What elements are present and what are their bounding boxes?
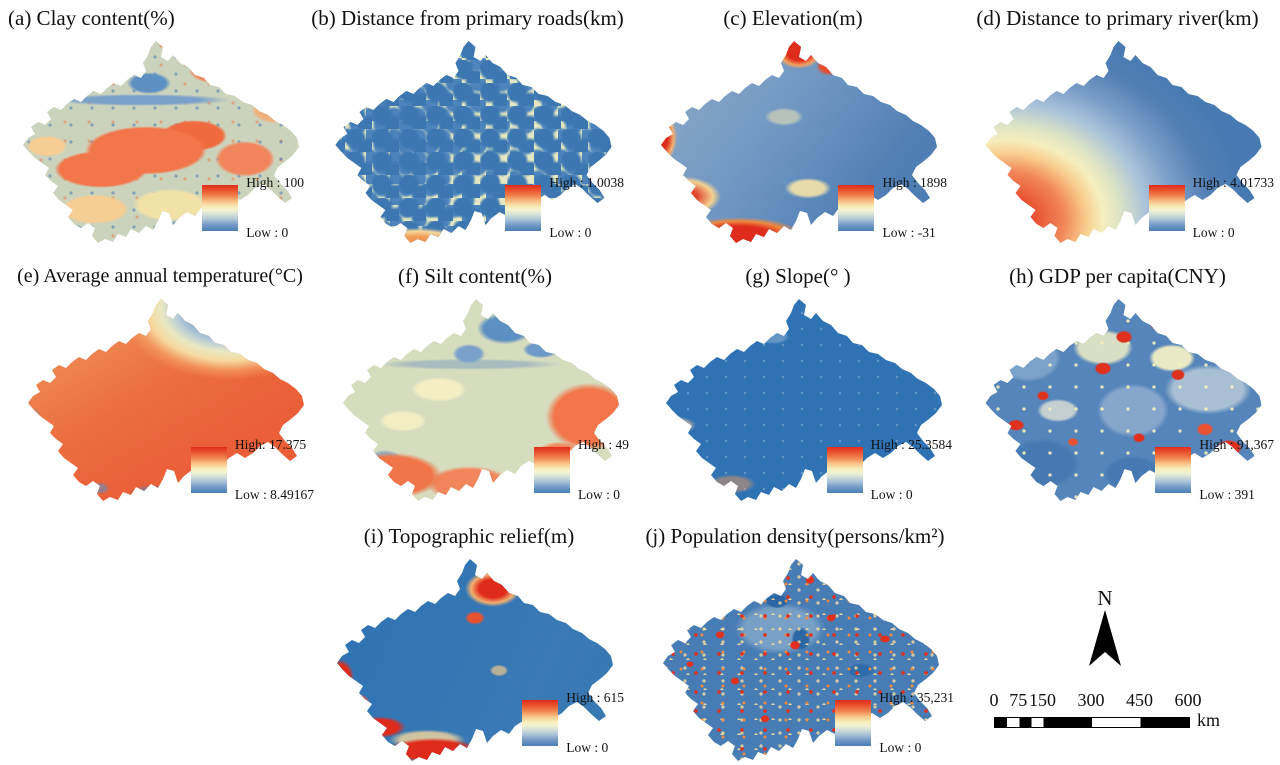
legend-d: High : 4.01733 Low : 0 [1148, 175, 1274, 240]
panel-h: (h) GDP per capita(CNY) High : 91,367 Lo… [955, 258, 1280, 518]
legend-colorbar [1148, 185, 1185, 231]
panel-c: (c) Elevation(m) High : 1898 Low : -31 [633, 0, 953, 256]
scale-tick-label: 600 [1174, 690, 1202, 710]
legend-colorbar [1155, 447, 1192, 493]
legend-colorbar [533, 447, 570, 493]
legend-low-label: Low : 0 [577, 487, 620, 502]
legend-high-label: High : 1898 [882, 175, 947, 190]
panel-f: (f) Silt content(%) High : 49 Low : 0 [315, 258, 635, 518]
scale-bar-ticks: 0 75 150 300 450 600 [990, 690, 1202, 712]
legend-b: High : 1.0038 Low : 0 [505, 176, 624, 240]
legend-colorbar [202, 185, 239, 231]
scale-bar: 0 75 150 300 450 600 km [990, 690, 1244, 730]
panel-a-title: (a) Clay content(%) [8, 6, 175, 30]
legend-colorbar [838, 185, 875, 231]
scale-tick-label: 75 [1009, 690, 1028, 710]
panel-a: (a) Clay content(%) High : 100 Low : 0 [0, 0, 310, 256]
panel-d: (d) Distance to primary river(km) High :… [955, 0, 1280, 256]
legend-high-label: High : 1.0038 [549, 175, 624, 190]
scale-tick-label: 150 [1029, 690, 1056, 710]
panel-j-title: (j) Population density(persons/km²) [645, 524, 945, 548]
legend-high-label: High : 100 [246, 175, 304, 190]
panel-b-title: (b) Distance from primary roads(km) [311, 6, 624, 30]
panel-f-title: (f) Silt content(%) [398, 264, 552, 288]
scale-bar-segments [994, 717, 1190, 728]
scale-bar-unit: km [1197, 710, 1221, 730]
scale-tick-label: 300 [1077, 690, 1105, 710]
legend-high-label: High : 91,367 [1199, 437, 1274, 452]
legend-colorbar [522, 700, 559, 746]
legend-a: High : 100 Low : 0 [202, 176, 304, 240]
legend-low-label: Low : 8.49167 [234, 487, 314, 502]
legend-low-label: Low : -31 [882, 225, 936, 240]
panel-g: (g) Slope(° ) High : 25.3584 Low : 0 [638, 258, 958, 518]
legend-low-label: Low : 0 [246, 225, 289, 240]
panel-e-title: (e) Average annual temperature(°C) [17, 265, 303, 287]
panel-i: (i) Topographic relief(m) High : 615 Low… [308, 518, 630, 765]
north-arrow-icon [1089, 610, 1121, 666]
legend-g: High : 25.3584 Low : 0 [826, 437, 952, 502]
scale-tick-label: 450 [1126, 690, 1153, 710]
legend-high-label: High : 35,231 [879, 690, 954, 705]
legend-low-label: Low : 391 [1199, 487, 1255, 502]
legend-low-label: Low : 0 [870, 487, 913, 502]
panel-i-title: (i) Topographic relief(m) [363, 524, 575, 548]
legend-low-label: Low : 0 [566, 740, 609, 755]
legend-colorbar [835, 700, 872, 746]
legend-e: High: 17.375 Low : 8.49167 [190, 437, 314, 502]
north-label: N [1097, 586, 1113, 610]
legend-i: High : 615 Low : 0 [522, 691, 624, 755]
panel-b: (b) Distance from primary roads(km) High… [305, 0, 630, 256]
legend-low-label: Low : 0 [1192, 225, 1235, 240]
legend-high-label: High : 49 [577, 437, 629, 452]
panel-g-title: (g) Slope(° ) [745, 264, 851, 288]
north-arrow: N [1065, 586, 1145, 673]
panel-e: (e) Average annual temperature(°C) High:… [0, 258, 320, 518]
legend-h: High : 91,367 Low : 391 [1155, 438, 1274, 502]
compass-and-scale: N 0 75 150 300 450 600 km [960, 518, 1280, 765]
panel-c-title: (c) Elevation(m) [723, 6, 863, 30]
scale-tick-label: 0 [989, 690, 999, 710]
legend-low-label: Low : 0 [879, 740, 922, 755]
panel-d-title: (d) Distance to primary river(km) [976, 6, 1259, 30]
panel-h-title: (h) GDP per capita(CNY) [1009, 264, 1226, 288]
legend-colorbar [190, 447, 227, 493]
legend-c: High : 1898 Low : -31 [838, 176, 947, 240]
legend-j: High : 35,231 Low : 0 [835, 691, 954, 755]
legend-colorbar [826, 447, 863, 493]
legend-high-label: High: 17.375 [234, 437, 307, 452]
legend-f: High : 49 Low : 0 [533, 437, 629, 502]
legend-high-label: High : 615 [566, 690, 624, 705]
legend-low-label: Low : 0 [549, 225, 592, 240]
panel-j: (j) Population density(persons/km²) High… [630, 518, 960, 765]
legend-high-label: High : 25.3584 [870, 437, 952, 452]
legend-high-label: High : 4.01733 [1192, 175, 1274, 190]
legend-colorbar [505, 185, 542, 231]
